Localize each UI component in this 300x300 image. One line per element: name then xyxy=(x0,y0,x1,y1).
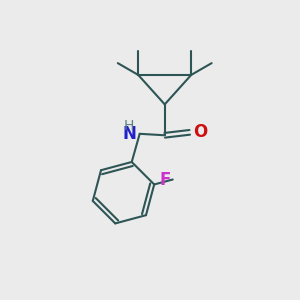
Text: N: N xyxy=(122,125,136,143)
Text: F: F xyxy=(160,170,171,188)
Text: O: O xyxy=(193,123,208,141)
Text: H: H xyxy=(123,118,134,133)
